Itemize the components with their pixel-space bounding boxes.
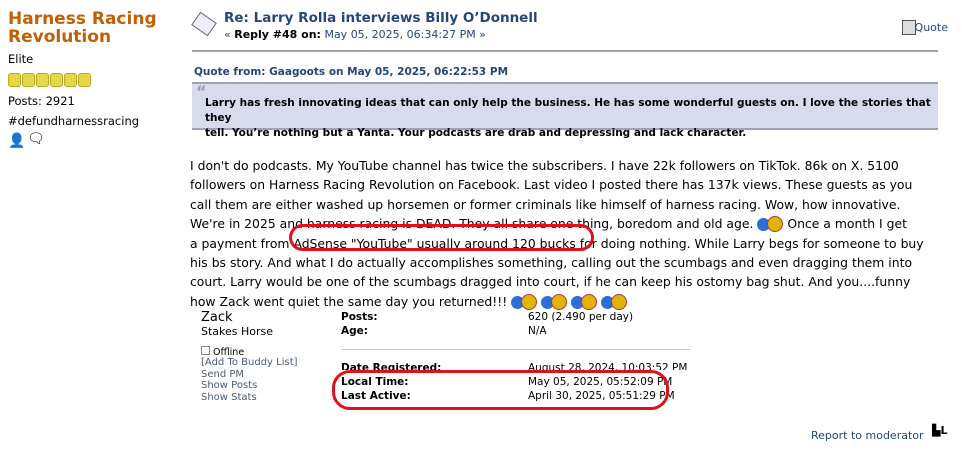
stat-label: Last Active: (341, 390, 411, 402)
online-status: Offline (213, 347, 245, 358)
star-icon (78, 73, 91, 87)
annotation-oval (332, 370, 669, 410)
post-title[interactable]: Re: Larry Rolla interviews Billy O’Donne… (224, 10, 538, 26)
stat-label: Age: (341, 325, 368, 337)
emoticon-icon (511, 293, 538, 311)
quote-header[interactable]: Quote from: Gaagoots on May 05, 2025, 06… (194, 66, 509, 78)
star-icon (36, 73, 49, 87)
stat-value: N/A (528, 325, 547, 337)
profile-rank: Stakes Horse (201, 325, 274, 338)
quote-block: “ Larry has fresh innovating ideas that … (192, 82, 938, 139)
stat-value: April 30, 2025, 05:51:29 PM (528, 390, 675, 402)
star-icon (64, 73, 77, 87)
stat-value: 620 (2.490 per day) (528, 311, 634, 323)
quote-button[interactable]: Quote (914, 21, 948, 34)
quote-line: tell. You’re nothing but a Yanta. Your p… (205, 127, 747, 139)
post-icon (191, 11, 217, 37)
star-icon (8, 73, 21, 87)
stat-label: Local Time: (341, 376, 409, 388)
member-tagline: #defundharnessracing (8, 114, 140, 128)
stat-value: May 05, 2025, 05:52:09 PM (528, 376, 673, 388)
stat-label: Date Registered: (341, 362, 442, 370)
quote-line: Larry has fresh innovating ideas that ca… (205, 97, 931, 124)
report-icon[interactable]: ▙L (932, 424, 948, 437)
divider (341, 349, 691, 350)
reply-info: « Reply #48 on: May 05, 2025, 06:34:27 P… (224, 28, 486, 41)
stat-value: August 28, 2024, 10:03:52 PM (528, 362, 688, 370)
stat-label: Posts: (341, 311, 378, 323)
show-posts-link[interactable]: Show Posts (201, 380, 258, 392)
post-count: Posts: 2921 (8, 94, 75, 108)
rank-stars (8, 73, 92, 90)
forum-title[interactable]: Harness Racing Revolution (8, 9, 157, 47)
emoticon-icon (600, 293, 627, 311)
star-icon (22, 73, 35, 87)
profile-name[interactable]: Zack (201, 310, 233, 325)
annotation-oval (289, 224, 594, 251)
report-to-moderator-link[interactable]: Report to moderator (811, 429, 924, 442)
member-rank: Elite (8, 52, 34, 66)
divider (192, 50, 938, 52)
emoticon-icon (541, 293, 568, 311)
quote-icon[interactable] (902, 20, 916, 35)
profile-icon[interactable]: 👤 (8, 133, 26, 149)
emoticon-icon (757, 216, 784, 233)
offline-status-icon (201, 346, 210, 355)
show-stats-link[interactable]: Show Stats (201, 392, 257, 404)
add-buddy-link[interactable]: [Add To Buddy List] (201, 357, 298, 368)
send-pm-link[interactable]: Send PM (201, 368, 245, 380)
post-body: I don't do podcasts. My YouTube channel … (190, 158, 924, 311)
star-icon (50, 73, 63, 87)
quote-mark-icon: “ (196, 82, 207, 101)
emoticon-icon (571, 293, 598, 311)
message-icon[interactable]: 🗨 (27, 131, 45, 147)
